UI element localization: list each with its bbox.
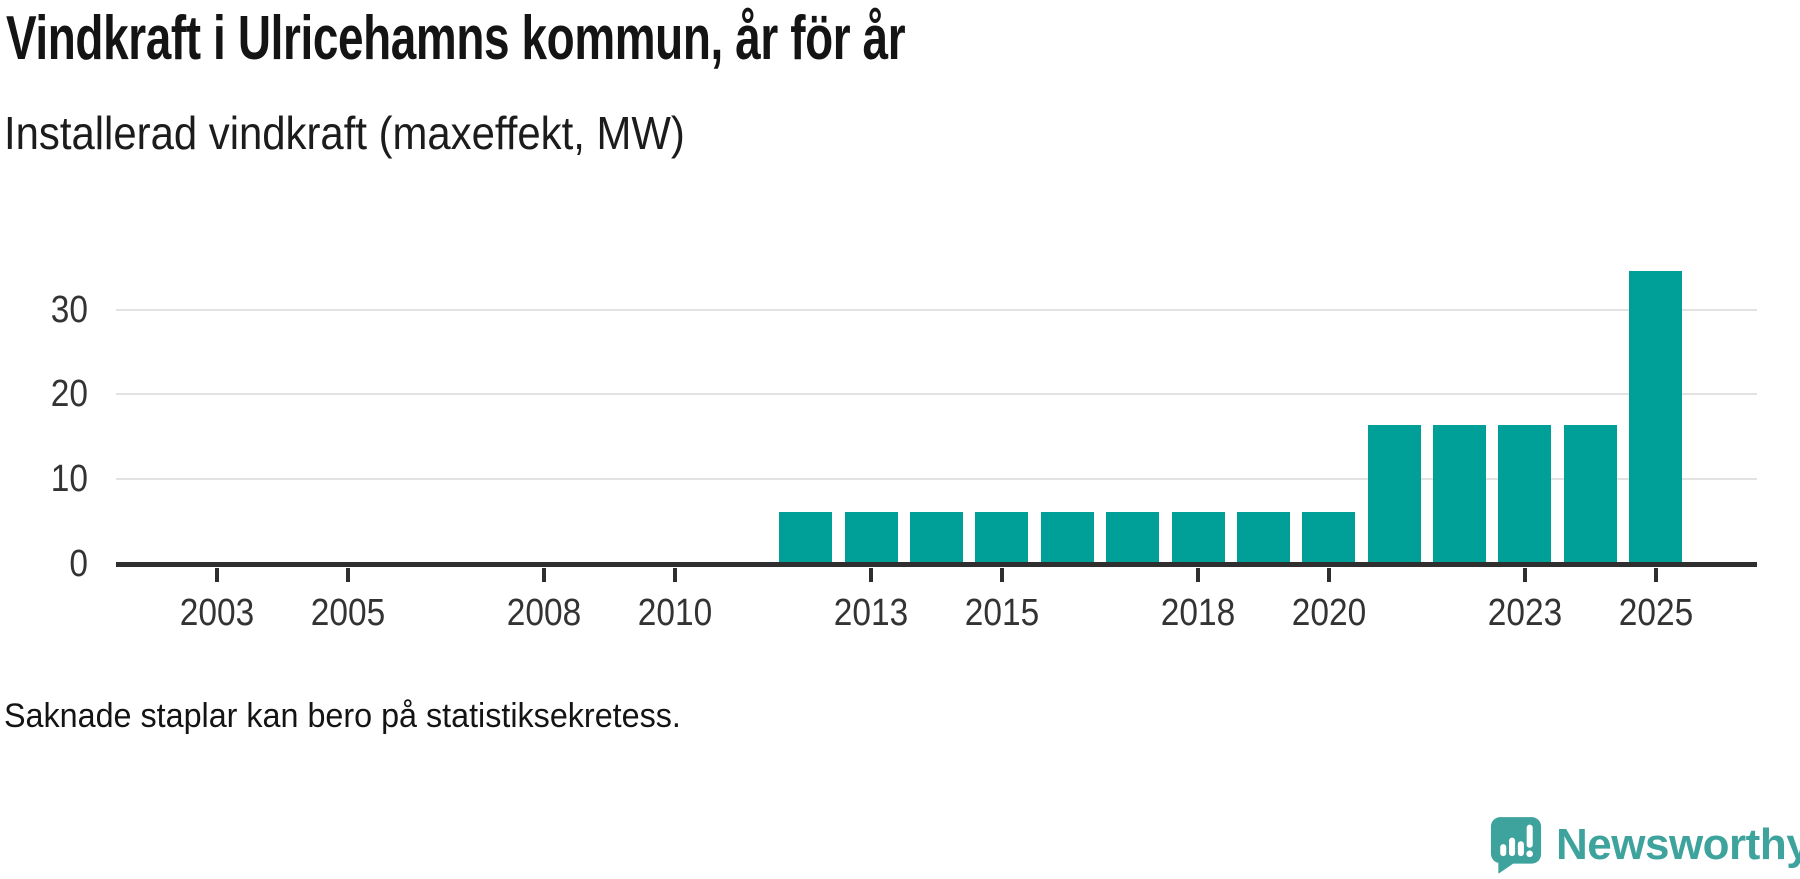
footnote: Saknade staplar kan bero på statistiksek… bbox=[4, 697, 681, 735]
gridline-30 bbox=[116, 308, 1757, 311]
bar-2016 bbox=[1041, 512, 1094, 564]
x-axis-tick-2005 bbox=[346, 568, 350, 582]
x-tick-label-2018: 2018 bbox=[1160, 592, 1236, 634]
gridline-20 bbox=[116, 393, 1757, 396]
x-axis-tick-2025 bbox=[1654, 568, 1658, 582]
x-tick-label-2025: 2025 bbox=[1618, 592, 1694, 634]
bar-2012 bbox=[779, 512, 832, 564]
x-axis-tick-2013 bbox=[869, 568, 873, 582]
x-axis-tick-2010 bbox=[673, 568, 677, 582]
y-tick-label-30: 30 bbox=[50, 289, 88, 331]
x-axis-tick-2018 bbox=[1196, 568, 1200, 582]
bar-2021 bbox=[1368, 424, 1421, 564]
bar-2019 bbox=[1237, 512, 1290, 564]
x-tick-label-2008: 2008 bbox=[506, 592, 582, 634]
x-axis-tick-2008 bbox=[542, 568, 546, 582]
bar-2017 bbox=[1106, 512, 1159, 564]
bar-2020 bbox=[1302, 512, 1355, 564]
bar-2022 bbox=[1433, 424, 1486, 564]
x-tick-label-2013: 2013 bbox=[833, 592, 909, 634]
x-axis-line bbox=[116, 562, 1757, 567]
bar-2018 bbox=[1172, 512, 1225, 564]
x-tick-label-2020: 2020 bbox=[1291, 592, 1367, 634]
x-axis-tick-2023 bbox=[1523, 568, 1527, 582]
bar-2023 bbox=[1498, 424, 1551, 564]
x-tick-label-2023: 2023 bbox=[1487, 592, 1563, 634]
newsworthy-speech-bubble-bar-chart-icon bbox=[1490, 817, 1542, 874]
bar-2013 bbox=[845, 512, 898, 564]
bar-2025 bbox=[1629, 271, 1682, 564]
newsworthy-logo: Newsworthy bbox=[1490, 816, 1800, 874]
chart-title: Vindkraft i Ulricehamns kommun, år för å… bbox=[6, 4, 906, 73]
x-axis-tick-2003 bbox=[215, 568, 219, 582]
bar-2024 bbox=[1564, 424, 1617, 564]
y-tick-label-10: 10 bbox=[50, 458, 88, 500]
x-tick-label-2015: 2015 bbox=[964, 592, 1040, 634]
bar-2014 bbox=[910, 512, 963, 564]
x-axis-tick-2015 bbox=[1000, 568, 1004, 582]
x-tick-label-2005: 2005 bbox=[310, 592, 386, 634]
bar-2015 bbox=[975, 512, 1028, 564]
x-axis-tick-2020 bbox=[1327, 568, 1331, 582]
y-tick-label-0: 0 bbox=[69, 543, 88, 585]
newsworthy-wordmark: Newsworthy bbox=[1556, 820, 1800, 869]
x-tick-label-2010: 2010 bbox=[637, 592, 713, 634]
x-tick-label-2003: 2003 bbox=[179, 592, 255, 634]
gridline-10 bbox=[116, 478, 1757, 481]
chart-subtitle: Installerad vindkraft (maxeffekt, MW) bbox=[4, 107, 685, 159]
y-tick-label-20: 20 bbox=[50, 373, 88, 415]
